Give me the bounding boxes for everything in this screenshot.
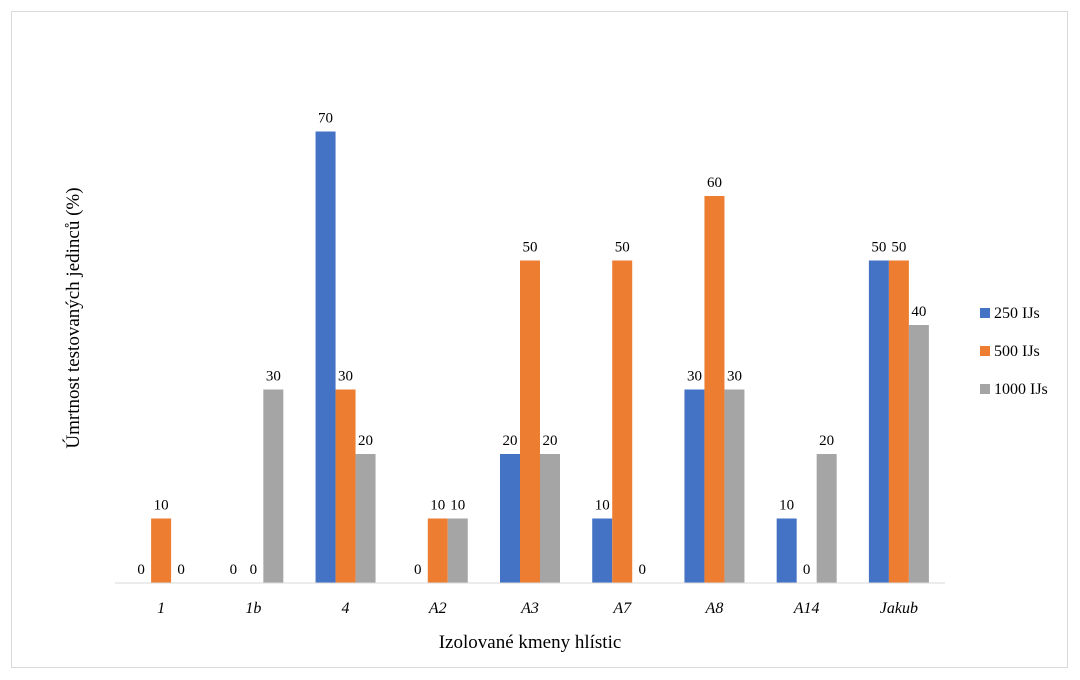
x-tick-label-a7: A7 <box>612 600 632 617</box>
data-label-1-s1: 0 <box>137 562 145 578</box>
bar-a8-s1 <box>684 389 705 583</box>
bars-layer <box>151 131 929 583</box>
data-label-a7-s1: 10 <box>595 498 610 514</box>
x-axis-title: Izolované kmeny hlístic <box>439 632 622 653</box>
data-label-a14-s3: 20 <box>819 433 834 449</box>
x-tick-label-jakub: Jakub <box>880 600 918 617</box>
bar-a3-s3 <box>540 454 560 583</box>
bar-jakub-s3 <box>908 325 929 583</box>
bar-a2-s3 <box>447 518 468 583</box>
data-label-a2-s2: 10 <box>430 498 445 514</box>
data-label-a7-s2: 50 <box>615 240 630 256</box>
legend-swatch-s2 <box>980 346 990 356</box>
bar-a3-s2 <box>520 260 540 583</box>
legend-label-s2: 500 IJs <box>994 343 1040 360</box>
legend-label-s3: 1000 IJs <box>994 381 1048 398</box>
data-label-jakub-s3: 40 <box>911 304 926 320</box>
data-label-4-s2: 30 <box>338 369 353 385</box>
bar-a2-s2 <box>427 518 448 583</box>
legend-label-s1: 250 IJs <box>994 305 1040 322</box>
data-label-a3-s2: 50 <box>523 240 538 256</box>
legend: 250 IJs 500 IJs 1000 IJs <box>980 305 1048 398</box>
data-label-1-s2: 10 <box>154 498 169 514</box>
x-tick-label-4: 4 <box>342 600 350 617</box>
x-tick-label-a14: A14 <box>793 600 820 617</box>
data-label-1b-s2: 0 <box>250 562 258 578</box>
data-label-a2-s1: 0 <box>414 562 422 578</box>
bar-jakub-s1 <box>868 260 889 583</box>
bar-4-s3 <box>355 454 376 583</box>
x-tick-label-1b: 1b <box>245 600 261 617</box>
x-tick-labels: 1 1b 4 A2 A3 A7 A8 A14 Jakub <box>157 600 918 617</box>
bar-a7-s2 <box>612 260 633 583</box>
data-label-jakub-s2: 50 <box>891 240 906 256</box>
data-label-a8-s1: 30 <box>687 369 702 385</box>
legend-swatch-s1 <box>980 308 990 318</box>
bar-a8-s3 <box>724 389 745 583</box>
bar-a14-s1 <box>776 518 797 583</box>
bar-a8-s2 <box>704 196 725 583</box>
x-tick-label-1: 1 <box>157 600 165 617</box>
bar-1b-s3 <box>263 389 284 583</box>
bar-jakub-s2 <box>888 260 909 583</box>
bar-1-s2 <box>151 518 172 583</box>
x-tick-label-a2: A2 <box>428 600 447 617</box>
data-label-4-s1: 70 <box>318 111 333 127</box>
data-label-a2-s3: 10 <box>450 498 465 514</box>
data-label-a14-s1: 10 <box>779 498 794 514</box>
x-tick-label-a3: A3 <box>520 600 539 617</box>
data-label-jakub-s1: 50 <box>871 240 886 256</box>
data-label-1b-s3: 30 <box>266 369 281 385</box>
data-label-1b-s1: 0 <box>230 562 238 578</box>
legend-swatch-s3 <box>980 384 990 394</box>
data-label-4-s3: 20 <box>358 433 373 449</box>
bar-4-s1 <box>315 131 336 583</box>
bar-a7-s1 <box>592 518 613 583</box>
bar-a14-s3 <box>816 454 837 583</box>
bar-a3-s1 <box>500 454 520 583</box>
data-label-a14-s2: 0 <box>803 562 811 578</box>
data-label-a7-s3: 0 <box>638 562 646 578</box>
data-label-1-s3: 0 <box>177 562 185 578</box>
data-label-a8-s2: 60 <box>707 175 722 191</box>
bar-4-s2 <box>335 389 356 583</box>
x-tick-label-a8: A8 <box>705 600 724 617</box>
data-label-a3-s3: 20 <box>543 433 558 449</box>
data-label-a8-s3: 30 <box>727 369 742 385</box>
y-axis-title: Úmrtnost testovaných jedinců (%) <box>62 187 84 448</box>
data-label-a3-s1: 20 <box>503 433 518 449</box>
